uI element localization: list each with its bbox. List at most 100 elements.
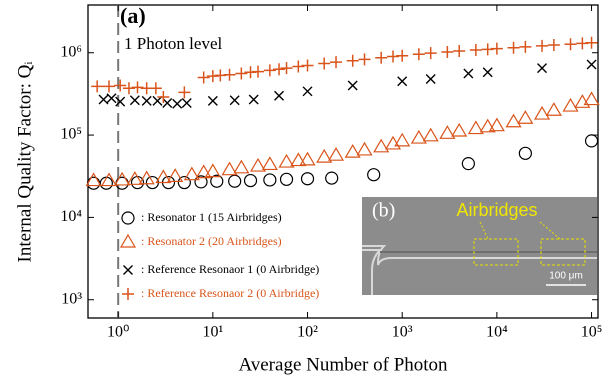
inset-label: (b) bbox=[372, 200, 395, 222]
data-point bbox=[396, 49, 409, 62]
legend-marker bbox=[121, 211, 135, 225]
data-point bbox=[126, 171, 143, 185]
data-point bbox=[507, 41, 520, 54]
data-point bbox=[441, 46, 454, 59]
data-point bbox=[162, 98, 173, 109]
data-point bbox=[537, 63, 548, 74]
data-point bbox=[299, 151, 316, 166]
data-point bbox=[327, 146, 345, 161]
data-point bbox=[422, 127, 439, 142]
data-point bbox=[290, 152, 307, 167]
x-tick-label: 10² bbox=[297, 324, 318, 341]
data-point bbox=[204, 163, 221, 178]
x-tick-label: 10⁴ bbox=[486, 324, 508, 341]
data-point bbox=[397, 76, 408, 87]
data-point bbox=[141, 95, 152, 106]
x-axis-label: Average Number of Photon bbox=[238, 354, 448, 375]
data-point bbox=[292, 60, 305, 73]
legend-marker bbox=[123, 265, 133, 275]
data-point bbox=[356, 141, 373, 156]
data-point bbox=[98, 94, 109, 105]
y-tick-label: 10⁶ bbox=[60, 43, 82, 60]
data-point bbox=[263, 64, 276, 77]
legend-marker bbox=[119, 233, 137, 248]
data-point bbox=[387, 50, 400, 63]
data-point bbox=[367, 168, 381, 182]
data-point bbox=[394, 132, 411, 147]
data-point bbox=[300, 172, 315, 186]
data-point bbox=[439, 125, 456, 139]
data-point bbox=[85, 172, 102, 187]
data-point bbox=[131, 81, 144, 94]
waveguide bbox=[362, 245, 597, 295]
data-point bbox=[155, 169, 172, 184]
data-point bbox=[273, 63, 286, 76]
highlight-box bbox=[473, 238, 519, 266]
data-point bbox=[467, 120, 484, 135]
data-point bbox=[106, 93, 117, 104]
data-point bbox=[103, 80, 116, 93]
x-tick-label: 10⁵ bbox=[581, 324, 603, 341]
legend-label: : Resonator 2 (20 Airbridges) bbox=[141, 234, 282, 248]
pointer bbox=[479, 221, 489, 240]
legend-marker bbox=[122, 288, 134, 300]
inset-title: Airbridges bbox=[456, 200, 537, 220]
data-point bbox=[344, 143, 361, 158]
data-point bbox=[252, 65, 265, 78]
y-axis-label: Internal Quality Factor: Qᵢ bbox=[14, 62, 35, 263]
data-point bbox=[488, 117, 505, 132]
data-point bbox=[100, 172, 118, 187]
data-point bbox=[479, 118, 496, 133]
data-point bbox=[545, 102, 562, 116]
data-point bbox=[536, 39, 549, 52]
data-point bbox=[181, 98, 192, 109]
data-point bbox=[261, 156, 278, 171]
chart-title: (a) bbox=[120, 3, 146, 28]
data-point bbox=[533, 105, 551, 120]
data-point bbox=[346, 54, 359, 67]
inset-image bbox=[362, 197, 597, 295]
data-point bbox=[490, 42, 503, 55]
data-point bbox=[221, 161, 238, 176]
data-point bbox=[138, 170, 155, 185]
data-point bbox=[223, 68, 236, 81]
data-point bbox=[210, 174, 224, 188]
data-point bbox=[302, 86, 313, 97]
data-point bbox=[453, 44, 466, 57]
data-point bbox=[505, 113, 522, 128]
x-tick-label: 10⁰ bbox=[107, 324, 129, 341]
data-point bbox=[584, 134, 599, 148]
data-point bbox=[562, 97, 579, 112]
data-point bbox=[373, 138, 390, 153]
legend-label: : Resonator 1 (15 Airbridges) bbox=[141, 210, 282, 224]
y-tick-label: 10⁴ bbox=[60, 208, 82, 225]
data-point bbox=[461, 157, 475, 171]
data-point bbox=[318, 57, 331, 70]
data-point bbox=[91, 80, 104, 93]
data-point bbox=[194, 175, 208, 189]
legend-label: : Reference Resonaor 1 (0 Airbridge) bbox=[141, 262, 319, 276]
data-point bbox=[412, 48, 425, 61]
inset: (b) Airbridges 100 μm bbox=[362, 197, 597, 295]
data-point bbox=[115, 96, 126, 107]
annotation: 1 Photon level bbox=[124, 34, 222, 53]
data-point bbox=[586, 59, 597, 70]
y-tick-label: 10³ bbox=[61, 290, 82, 307]
data-point bbox=[207, 95, 218, 106]
data-point bbox=[243, 173, 258, 188]
data-point bbox=[195, 164, 212, 179]
data-point bbox=[229, 95, 240, 106]
data-point bbox=[122, 82, 135, 95]
data-point bbox=[172, 98, 183, 109]
legend-label: : Reference Resonaor 2 (0 Airbridge) bbox=[141, 286, 319, 300]
data-point bbox=[114, 171, 131, 186]
data-point bbox=[519, 40, 532, 53]
data-point bbox=[517, 110, 534, 124]
y-tick-label: 10⁵ bbox=[60, 126, 82, 143]
data-point bbox=[463, 68, 474, 79]
data-point bbox=[330, 56, 343, 69]
data-point bbox=[301, 59, 314, 72]
data-point bbox=[235, 67, 248, 80]
data-point bbox=[178, 86, 191, 99]
data-point bbox=[249, 157, 267, 172]
